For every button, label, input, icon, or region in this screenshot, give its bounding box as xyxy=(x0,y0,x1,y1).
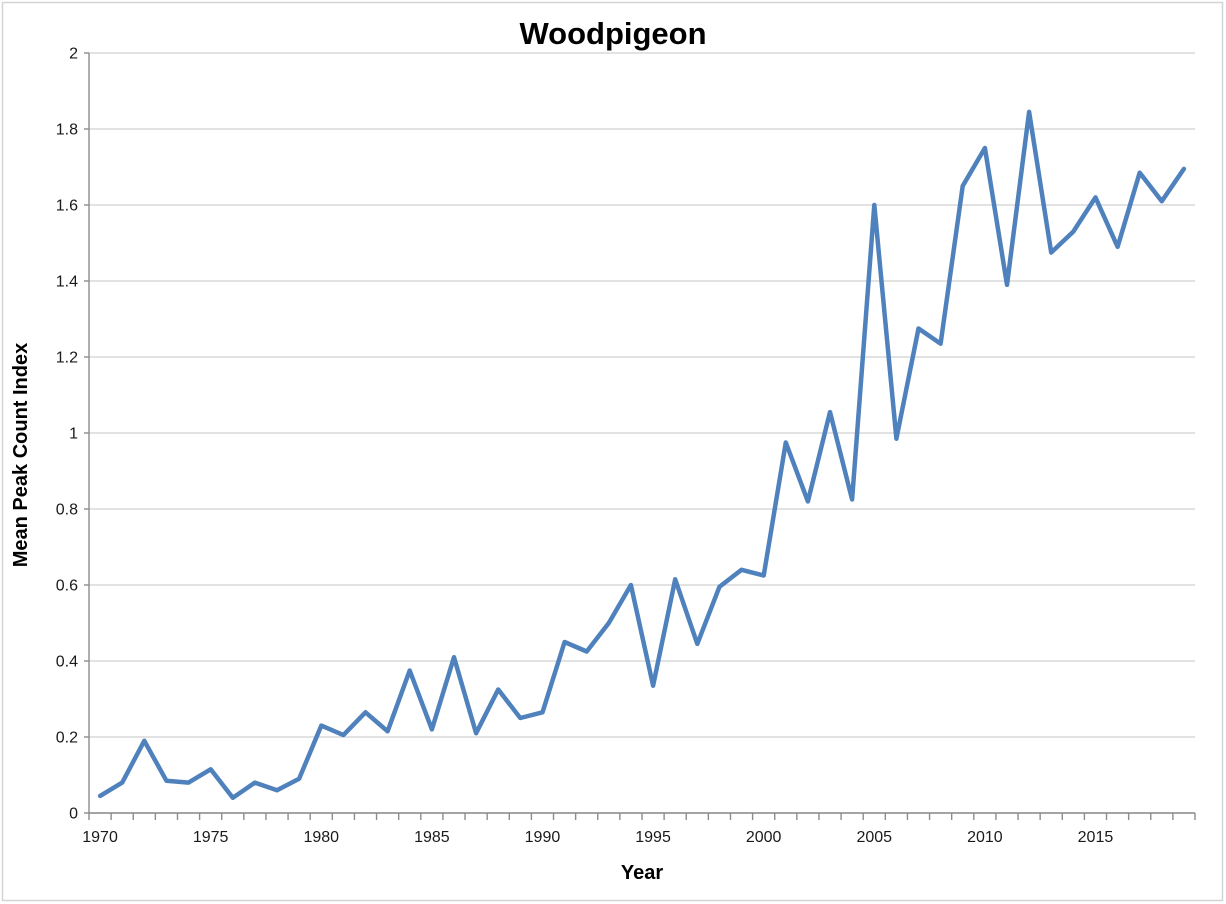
series-line-woodpigeon xyxy=(97,109,1187,801)
x-tick-label: 1985 xyxy=(414,829,450,846)
x-tick-label: 2000 xyxy=(746,829,782,846)
x-tick-label: 1990 xyxy=(525,829,561,846)
gridlines xyxy=(89,52,1195,814)
x-tick-label: 2005 xyxy=(856,829,892,846)
x-tick-label: 1980 xyxy=(303,829,339,846)
x-tick-label: 2010 xyxy=(967,829,1003,846)
x-tick-label: 2015 xyxy=(1078,829,1114,846)
x-tick-label: 1970 xyxy=(82,829,118,846)
axes xyxy=(84,52,1196,820)
y-tick-label: 0.4 xyxy=(56,654,78,671)
x-axis-title: Year xyxy=(621,862,663,884)
x-tick-label: 1995 xyxy=(635,829,671,846)
y-tick-label: 0.8 xyxy=(56,502,78,519)
y-tick-label: 1.4 xyxy=(56,274,78,291)
data-series-line xyxy=(97,109,1187,801)
y-tick-label: 2 xyxy=(69,46,78,63)
y-tick-label: 1 xyxy=(69,426,78,443)
x-tick-label: 1975 xyxy=(193,829,229,846)
y-tick-label: 0.2 xyxy=(56,730,78,747)
y-axis-title: Mean Peak Count Index xyxy=(10,343,32,568)
y-tick-label: 0.6 xyxy=(56,578,78,595)
y-tick-label: 1.2 xyxy=(56,350,78,367)
chart-title: Woodpigeon xyxy=(519,16,706,51)
x-axis-tick-labels: 1970 1975 1980 1985 1990 1995 2000 2005 2010 2015 xyxy=(82,829,1113,846)
y-tick-label: 1.8 xyxy=(56,122,78,139)
y-tick-label: 0 xyxy=(69,806,78,823)
y-axis-tick-labels: 0 0.2 0.4 0.6 0.8 1 1.2 1.4 1.6 1.8 2 xyxy=(56,46,78,823)
y-tick-label: 1.6 xyxy=(56,198,78,215)
